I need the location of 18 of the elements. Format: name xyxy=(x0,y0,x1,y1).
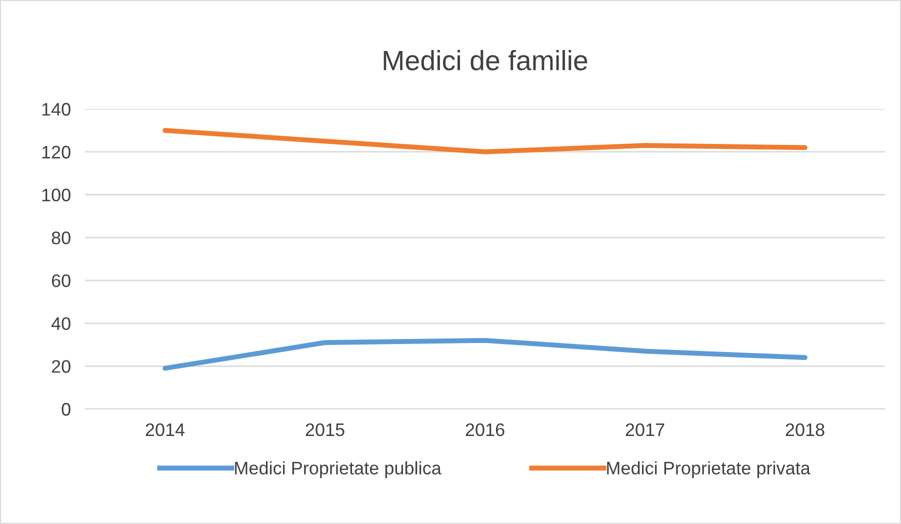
x-tick-label: 2018 xyxy=(786,423,824,436)
x-tick-label: 2015 xyxy=(306,423,344,436)
x-tick-label: 2016 xyxy=(466,423,504,436)
legend-label: Medici Proprietate privata xyxy=(607,461,810,478)
x-tick-label: 2017 xyxy=(626,423,664,436)
y-tick-label: 0 xyxy=(62,402,70,416)
x-tick-label: 2014 xyxy=(146,423,185,436)
y-tick-label: 20 xyxy=(52,360,70,373)
y-tick-label: 100 xyxy=(42,188,70,202)
y-tick-label: 60 xyxy=(52,274,70,288)
y-tick-label: 140 xyxy=(42,102,70,116)
line-series xyxy=(162,128,808,154)
y-tick-label: 40 xyxy=(51,317,70,330)
line-series xyxy=(162,338,808,371)
y-tick-label: 120 xyxy=(42,146,70,159)
legend-label: Medici Proprietate publica xyxy=(235,461,442,478)
y-tick-label: 80 xyxy=(52,232,70,244)
chart-title: Medici de familie xyxy=(384,50,588,70)
